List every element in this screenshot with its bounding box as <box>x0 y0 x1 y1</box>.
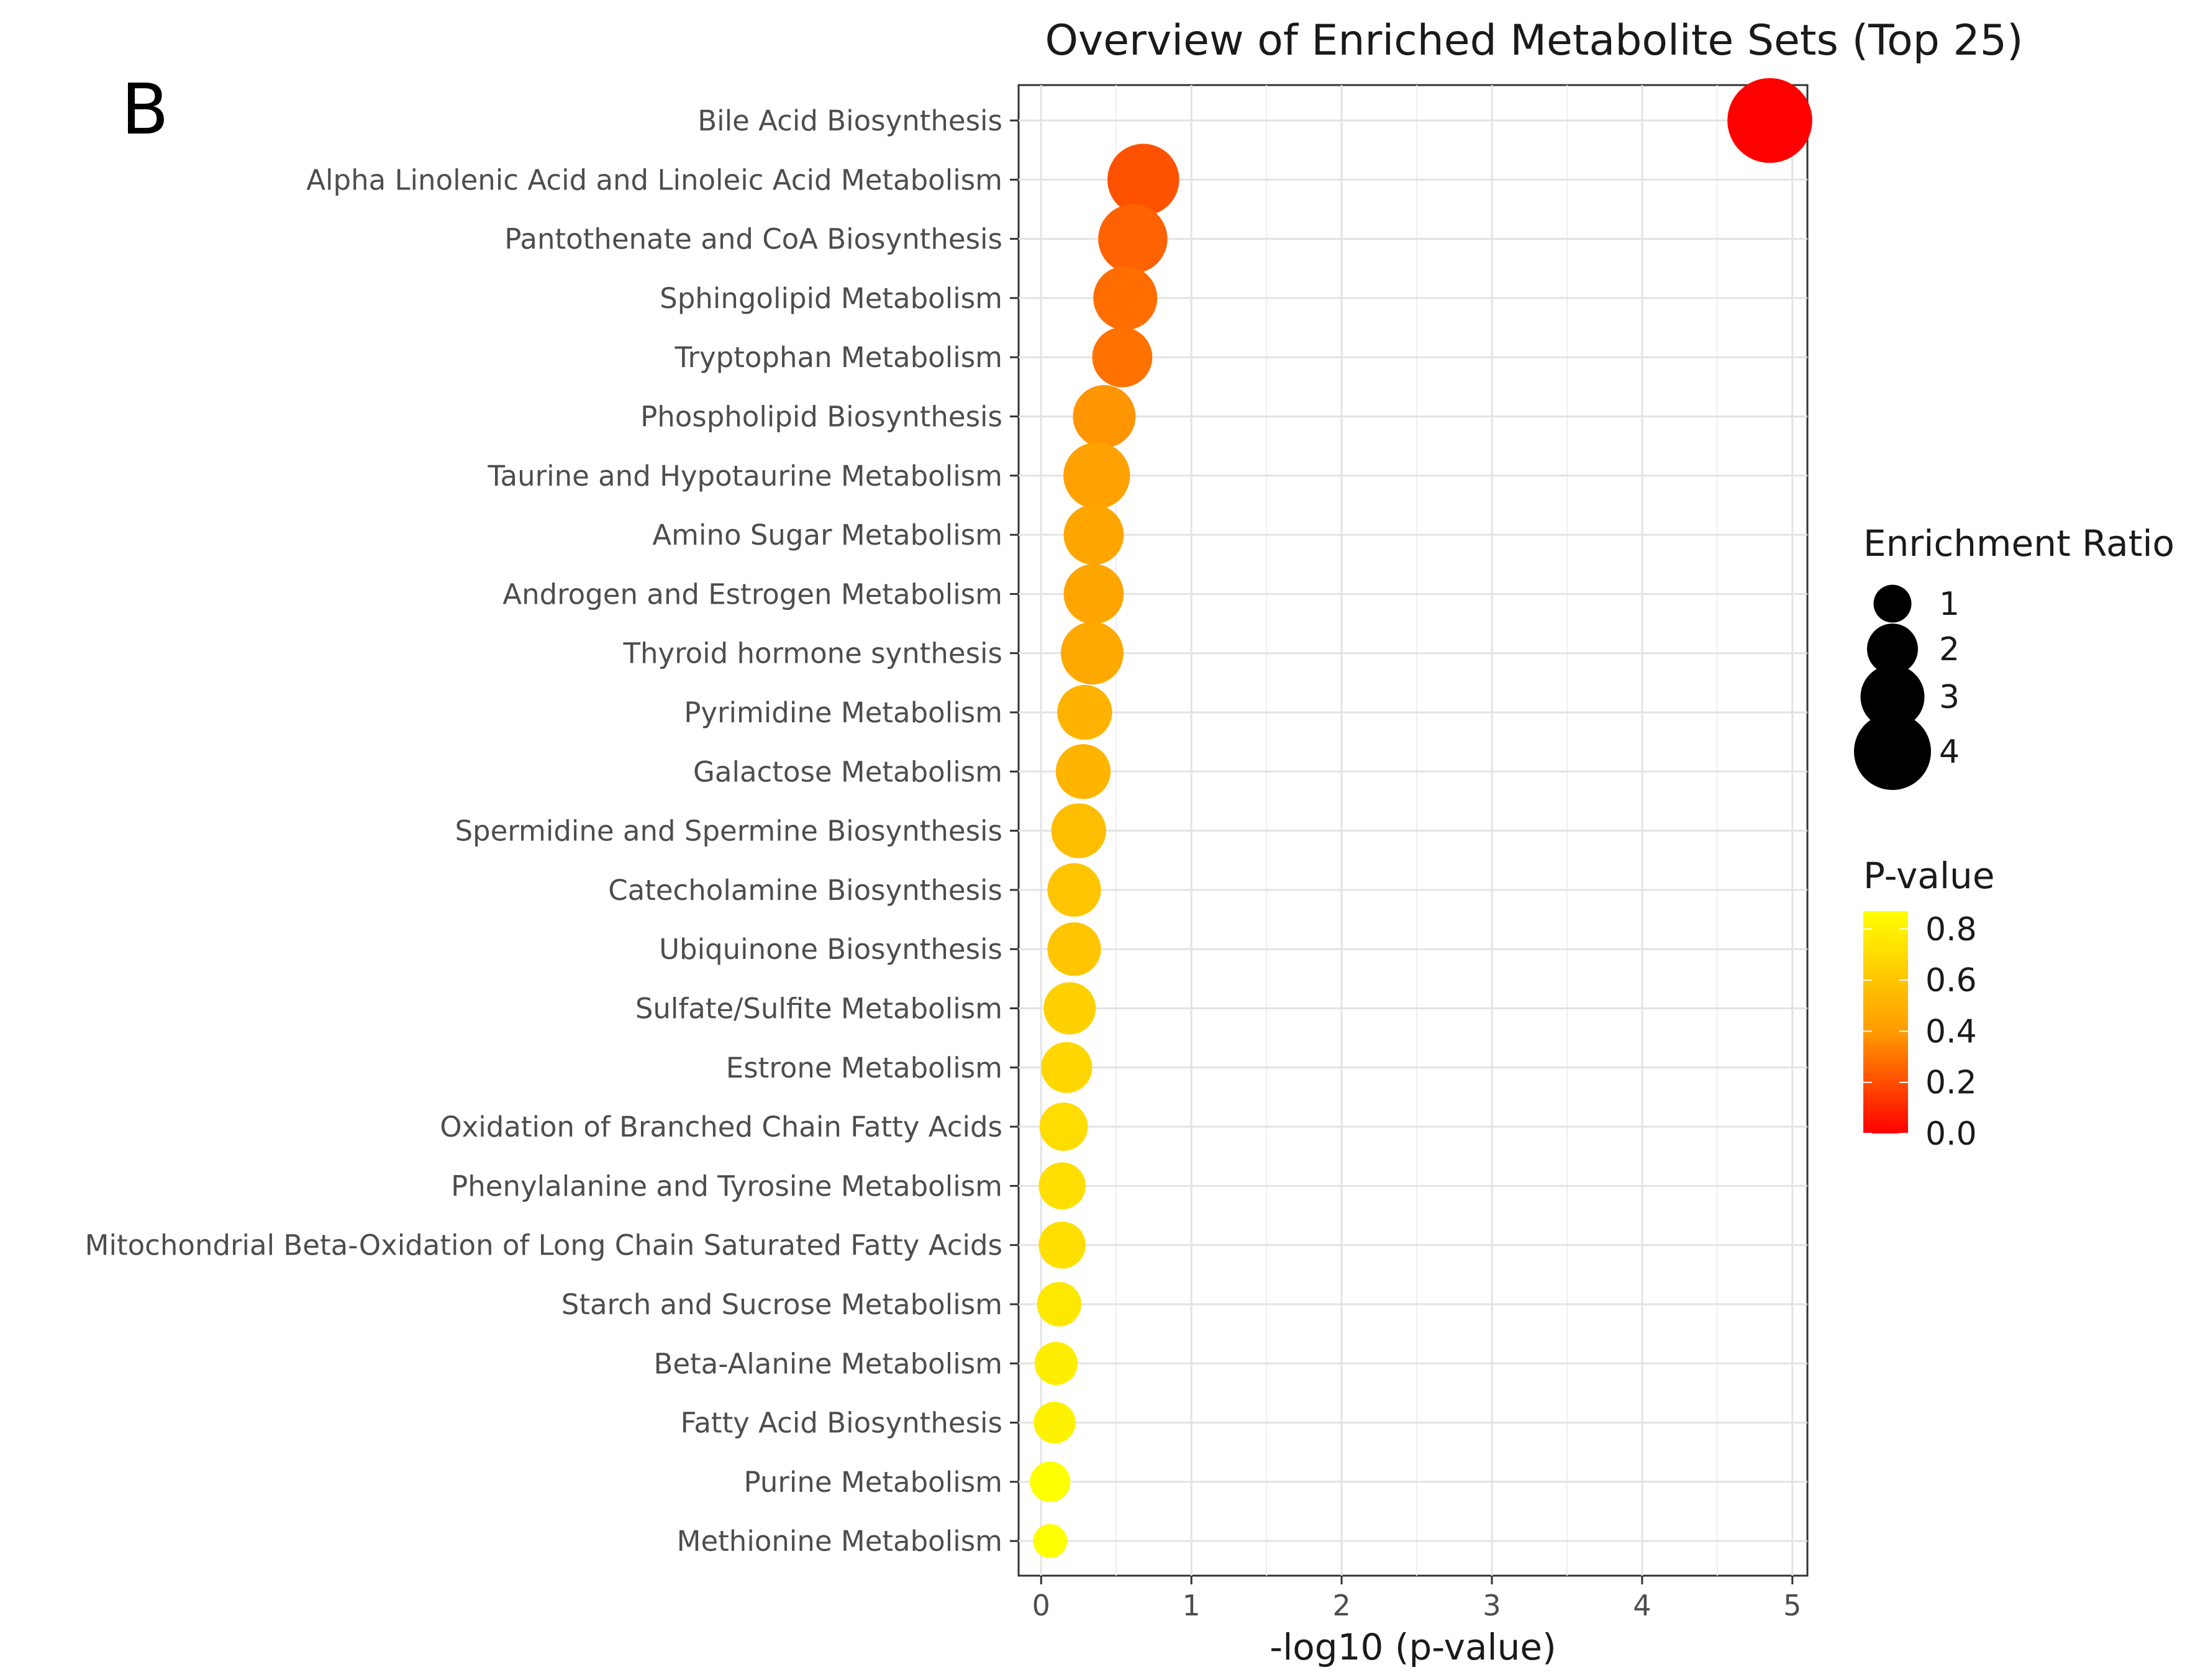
data-point <box>1061 622 1124 685</box>
y-tick-label: Starch and Sucrose Metabolism <box>561 1288 1002 1321</box>
y-tick-label: Beta-Alanine Metabolism <box>653 1347 1002 1380</box>
data-point <box>1093 266 1158 330</box>
y-axis: Bile Acid Biosynthesis Alpha Linolenic Ac… <box>85 104 1019 1558</box>
data-point <box>1727 78 1812 163</box>
y-tick-label: Alpha Linolenic Acid and Linoleic Acid M… <box>306 163 1002 196</box>
y-tick-label: Bile Acid Biosynthesis <box>697 104 1002 137</box>
y-tick-label: Purine Metabolism <box>744 1466 1003 1499</box>
data-point <box>1063 504 1124 565</box>
legend-size-title: Enrichment Ratio <box>1863 522 2174 565</box>
legend-colorbar <box>1863 911 1908 1133</box>
data-point <box>1047 922 1101 976</box>
y-tick-label: Fatty Acid Biosynthesis <box>681 1407 1002 1440</box>
data-point <box>1038 1221 1086 1269</box>
y-tick-label: Galactose Metabolism <box>693 755 1002 788</box>
legend-p-value: P-value 0.8 0.6 0.4 0.2 0.0 <box>1863 855 1995 1153</box>
legend-size-key <box>1867 624 1918 674</box>
legend-color-label: 0.4 <box>1925 1013 1977 1050</box>
data-point <box>1034 1342 1078 1385</box>
data-point <box>1038 1162 1086 1210</box>
x-tick-label: 5 <box>1783 1589 1801 1622</box>
grid-major <box>1019 85 1807 1576</box>
y-tick-label: Amino Sugar Metabolism <box>652 519 1002 552</box>
y-tick-label: Ubiquinone Biosynthesis <box>659 933 1002 966</box>
legend-size-label: 3 <box>1939 679 1960 716</box>
data-point <box>1055 744 1111 799</box>
x-tick-label: 2 <box>1332 1589 1350 1622</box>
y-tick-label: Mitochondrial Beta-Oxidation of Long Cha… <box>85 1229 1002 1262</box>
panel-letter: B <box>121 70 169 150</box>
data-point <box>1107 143 1179 216</box>
data-point <box>1063 442 1130 509</box>
x-axis: 0 1 2 3 4 5 <box>1032 1576 1801 1622</box>
y-tick-label: Catecholamine Biosynthesis <box>608 874 1002 907</box>
data-point <box>1043 982 1096 1035</box>
legend-color-title: P-value <box>1863 855 1995 897</box>
y-tick-label: Oxidation of Branched Chain Fatty Acids <box>440 1110 1002 1143</box>
legend-size-key <box>1860 665 1925 729</box>
y-tick-label: Phenylalanine and Tyrosine Metabolism <box>451 1169 1002 1202</box>
legend-enrichment-ratio: Enrichment Ratio 1 2 3 4 <box>1854 522 2174 790</box>
y-tick-label: Sulfate/Sulfite Metabolism <box>635 992 1002 1025</box>
data-point <box>1033 1523 1068 1558</box>
y-tick-label: Phospholipid Biosynthesis <box>640 401 1002 434</box>
data-point <box>1051 803 1106 858</box>
x-tick-label: 3 <box>1483 1589 1501 1622</box>
legend-color-label: 0.6 <box>1925 962 1977 999</box>
x-tick-label: 0 <box>1032 1589 1050 1622</box>
y-tick-label: Pyrimidine Metabolism <box>684 696 1002 729</box>
legend-color-label: 0.2 <box>1925 1065 1977 1102</box>
y-tick-label: Spermidine and Spermine Biosynthesis <box>455 815 1002 848</box>
y-tick-label: Estrone Metabolism <box>726 1051 1002 1084</box>
data-point <box>1047 863 1101 917</box>
y-tick-label: Thyroid hormone synthesis <box>622 637 1002 670</box>
y-tick-label: Taurine and Hypotaurine Metabolism <box>487 460 1002 493</box>
x-tick-label: 4 <box>1633 1589 1651 1622</box>
data-point <box>1073 385 1136 448</box>
data-points <box>1030 78 1812 1558</box>
legend-color-label: 0.0 <box>1925 1115 1977 1153</box>
chart-title: Overview of Enriched Metabolite Sets (To… <box>1045 16 2023 65</box>
x-tick-label: 1 <box>1183 1589 1201 1622</box>
legend-size-label: 1 <box>1939 586 1960 623</box>
legend-size-label: 2 <box>1939 631 1960 668</box>
data-point <box>1098 204 1168 274</box>
y-tick-label: Tryptophan Metabolism <box>675 341 1002 374</box>
legend-size-key <box>1854 713 1931 790</box>
y-tick-label: Pantothenate and CoA Biosynthesis <box>504 223 1002 256</box>
data-point <box>1041 1042 1093 1093</box>
legend-size-key <box>1873 584 1912 623</box>
data-point <box>1034 1401 1076 1444</box>
data-point <box>1039 1102 1088 1151</box>
data-point <box>1057 684 1112 740</box>
y-tick-label: Sphingolipid Metabolism <box>660 282 1002 315</box>
y-tick-label: Methionine Metabolism <box>677 1525 1002 1558</box>
data-point <box>1030 1461 1071 1502</box>
y-tick-label: Androgen and Estrogen Metabolism <box>502 578 1002 611</box>
legend-color-label: 0.8 <box>1925 911 1977 948</box>
data-point <box>1063 564 1124 624</box>
data-point <box>1037 1282 1082 1327</box>
legend-size-label: 4 <box>1939 733 1960 771</box>
data-point <box>1092 327 1153 388</box>
x-axis-title: -log10 (p-value) <box>1270 1626 1556 1668</box>
